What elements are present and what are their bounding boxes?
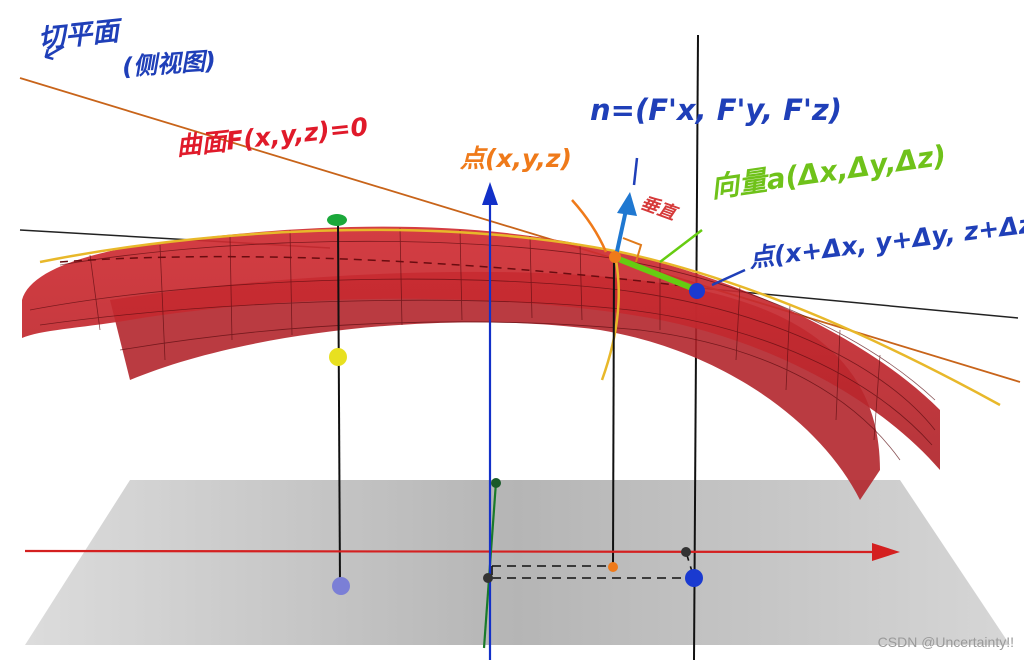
tangent-plane-note: (侧视图): [121, 46, 217, 82]
normal-vector: [614, 209, 628, 257]
surface-cross-curve: [600, 254, 620, 381]
projection-line-left: [337, 221, 341, 586]
surface-edge-curve: [39, 228, 1001, 407]
point-b-projection: [685, 569, 703, 587]
point-projection-left: [332, 577, 350, 595]
right-angle-marker: [622, 237, 643, 263]
point-x-corner: [681, 547, 691, 557]
projection-line-a: [612, 257, 615, 566]
x-axis-arrowhead: [872, 543, 900, 561]
point-surface-top: [327, 214, 347, 226]
z-axis-arrowhead: [482, 182, 498, 205]
vector-a: [614, 255, 699, 293]
pointer-normal: [632, 157, 639, 186]
point-a: [609, 251, 621, 263]
surface-top: [22, 226, 940, 470]
x-axis: [24, 549, 881, 554]
watermark: CSDN @Uncertainty!!: [877, 634, 1014, 650]
point-yellow: [329, 348, 347, 366]
point-origin: [483, 573, 493, 583]
surface-mesh: [29, 227, 936, 461]
point-a-projection: [608, 562, 618, 572]
pointer-vector: [659, 229, 703, 263]
point-y-axis-end: [491, 478, 501, 488]
background-line-right: [699, 287, 1019, 319]
pointer-point-b: [711, 268, 746, 287]
surface-section-dashed: [59, 255, 701, 289]
surface-underside: [110, 271, 880, 500]
normal-vector-label: n=(F'x, F'y, F'z): [590, 93, 842, 127]
point-b: [689, 283, 705, 299]
tangent-plane-label: 切平面: [36, 15, 121, 56]
point-a-label: 点(x,y,z): [460, 144, 572, 173]
xy-plane: [25, 480, 1010, 645]
pointer-point-a: [571, 199, 608, 253]
normal-vector-arrowhead: [617, 192, 637, 216]
